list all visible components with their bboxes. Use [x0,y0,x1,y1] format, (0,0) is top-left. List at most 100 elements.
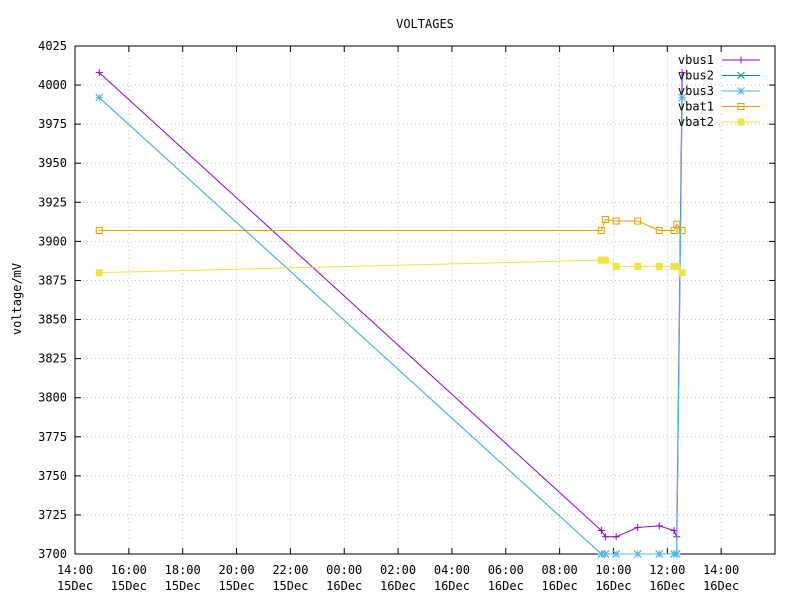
data-point-vbat1 [612,217,620,225]
series-vbus2 [95,93,686,558]
legend-item-vbat1: vbat1 [678,100,760,114]
grid [75,46,775,554]
y-tick-label: 3750 [38,469,67,483]
legend-label: vbus1 [678,53,714,67]
legend-item-vbus1: vbus1 [678,53,760,67]
data-point-vbat2 [597,256,605,264]
x-tick-label-date: 16Dec [649,579,685,593]
legend-swatch-marker [737,118,745,126]
data-point-vbat2 [655,262,663,270]
data-point-vbus1 [655,522,663,530]
legend-label: vbat1 [678,100,714,114]
data-point-vbus3 [95,93,104,102]
legend-label: vbat2 [678,115,714,129]
x-tick-label-time: 10:00 [595,563,631,577]
data-point-vbus3 [672,550,681,558]
legend-swatch-marker [737,56,745,64]
data-point-vbus3 [633,550,642,558]
data-point-vbus1 [670,527,678,535]
x-tick-label-time: 02:00 [380,563,416,577]
y-tick-label: 3800 [38,391,67,405]
legend-swatch-marker [737,71,745,80]
x-tick-label-time: 20:00 [218,563,254,577]
y-tick-label: 3825 [38,352,67,366]
y-tick-label: 3700 [38,547,67,561]
data-point-vbat1 [655,226,663,234]
data-point-vbat2 [678,269,686,277]
legend-item-vbat2: vbat2 [678,115,760,129]
legend-item-vbus3: vbus3 [678,84,760,98]
y-tick-label: 3775 [38,430,67,444]
y-tick-label: 4000 [38,78,67,92]
data-point-vbus1 [678,69,686,77]
series-vbat2 [95,256,686,277]
axes: 3700 3725 3750 3775 3800 3825 3850 3875 3900 3925… [38,39,776,593]
data-point-vbat2 [673,262,681,270]
legend-label: vbus3 [678,84,714,98]
x-tick-label-time: 14:00 [703,563,739,577]
y-axis-label: voltage/mV [10,263,24,335]
legend-swatch-marker [737,87,745,95]
y-tick-label: 3850 [38,313,67,327]
data-point-vbus1 [95,69,103,77]
x-tick-label-time: 04:00 [434,563,470,577]
x-tick-label-time: 06:00 [488,563,524,577]
x-tick-label-date: 15Dec [272,579,308,593]
data-point-vbus1 [612,533,620,541]
x-tick-label-date: 15Dec [57,579,93,593]
y-tick-label: 3950 [38,156,67,170]
series-line-vbus1 [98,72,683,538]
series-line-vbus3 [98,97,683,555]
legend-label: vbus2 [678,69,714,83]
x-tick-label-date: 16Dec [326,579,362,593]
x-tick-label-date: 16Dec [434,579,470,593]
chart-title: VOLTAGES [396,17,454,31]
data-point-vbat2 [612,262,620,270]
x-tick-label-time: 14:00 [57,563,93,577]
legend-swatch-marker [737,103,745,110]
data-point-vbus1 [634,523,642,531]
data-point-vbat2 [95,269,103,277]
data-point-vbat1 [601,216,609,224]
plot-frame [74,45,776,555]
legend-item-vbus2: vbus2 [678,69,760,83]
series-group [95,69,686,558]
data-point-vbat2 [601,256,609,264]
x-tick-label-date: 15Dec [218,579,254,593]
series-line-vbat1 [99,218,683,231]
data-point-vbat1 [597,226,605,234]
x-tick-label-date: 15Dec [165,579,201,593]
y-tick-label: 3875 [38,273,67,287]
x-tick-label-time: 16:00 [111,563,147,577]
x-tick-label-date: 16Dec [380,579,416,593]
data-point-vbus3 [597,550,606,558]
x-tick-label-time: 00:00 [326,563,362,577]
data-point-vbus3 [612,550,621,558]
x-tick-label-time: 18:00 [165,563,201,577]
data-point-vbus3 [678,93,686,102]
x-tick-label-time: 12:00 [649,563,685,577]
x-tick-label-date: 16Dec [488,579,524,593]
series-line-vbat2 [99,259,683,274]
data-point-vbat1 [673,220,681,228]
x-tick-label-date: 16Dec [542,579,578,593]
y-tick-label: 3725 [38,508,67,522]
y-tick-label: 3900 [38,234,67,248]
x-tick-label-date: 16Dec [703,579,739,593]
data-point-vbus1 [597,527,605,535]
data-point-vbus1 [601,533,609,541]
series-vbus1 [95,69,686,541]
data-point-vbat1 [678,226,686,234]
y-tick-label: 4025 [38,39,67,53]
data-point-vbat1 [634,217,642,225]
data-point-vbus3 [655,550,664,558]
x-tick-label-date: 15Dec [111,579,147,593]
series-vbus3 [95,93,686,558]
series-vbat1 [95,216,686,234]
x-tick-label-time: 08:00 [542,563,578,577]
data-point-vbus3 [601,550,610,558]
x-tick-label-date: 16Dec [595,579,631,593]
